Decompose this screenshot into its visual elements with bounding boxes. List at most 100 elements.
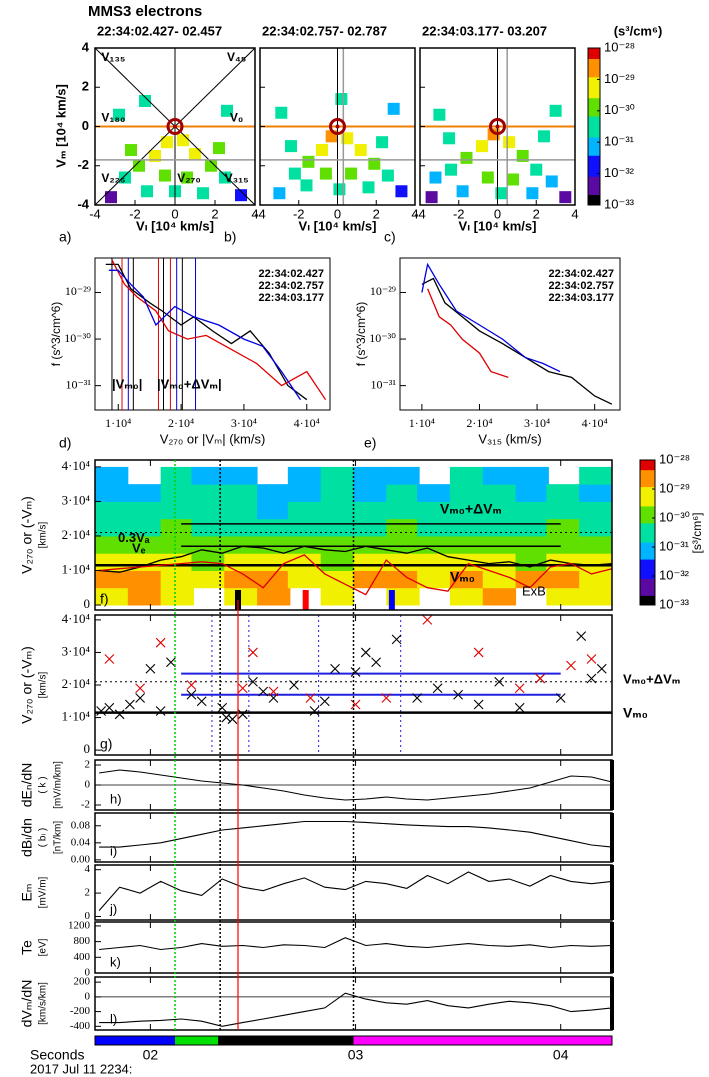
spectrogram-cell [449, 518, 484, 537]
spectrogram-cell [127, 484, 162, 502]
cross-marker [155, 637, 166, 648]
cross-marker [422, 614, 433, 625]
y-axis-label: Te [19, 940, 35, 955]
colorbar-cell [588, 68, 600, 73]
colorbar-cell [640, 532, 655, 536]
spectrogram-cell [417, 518, 451, 537]
colorbar-cell [640, 590, 655, 594]
cross-marker [514, 683, 525, 694]
spectrogram-cell [95, 518, 129, 537]
y-axis-label: [eV] [38, 938, 49, 956]
spectrogram-cell [449, 484, 484, 502]
spectrogram-cell [160, 535, 194, 554]
cross-marker [145, 663, 156, 674]
x-tick-label: 4·10⁴ [582, 416, 608, 430]
spectrogram-cell [482, 570, 517, 589]
colorbar-cell [640, 501, 655, 504]
spectrogram-cell [417, 484, 451, 502]
spectrum-frame [399, 257, 621, 411]
cross-marker [135, 683, 146, 694]
cross-marker [268, 686, 279, 697]
y-axis-label: ( bₗ ) [38, 828, 49, 847]
legend-entry: 22:34:02.427 [549, 268, 614, 280]
y-tick-label: 2 [85, 759, 91, 771]
y-axis-label: [nT/km] [53, 821, 64, 855]
y-tick-label: 800 [74, 935, 91, 947]
y-axis-label: ( k ) [38, 776, 49, 793]
x-axis-label: Vₗ [10⁴ km/s] [136, 218, 214, 233]
colorbar-cell [640, 464, 655, 468]
colorbar-cell [640, 460, 655, 463]
colorbar-label: 10⁻³⁰ [604, 102, 635, 117]
x-tick-label: 2 [533, 206, 540, 221]
series-line [99, 820, 613, 848]
x-tick-label: 0 [494, 206, 501, 221]
y-tick-label: 2 [82, 79, 89, 94]
cross-marker [586, 654, 597, 664]
y-tick-label: -2 [81, 799, 90, 811]
x-tick-label: 4 [411, 206, 418, 221]
map-cell [495, 187, 508, 200]
x-axis-label: Seconds [30, 1047, 84, 1063]
colorbar-cell [588, 134, 600, 138]
spectrogram-cell [224, 553, 258, 571]
spectrogram-cell [353, 501, 387, 520]
colorbar-cell [588, 116, 600, 120]
y-axis-label: [mV/m/km] [53, 761, 64, 809]
spectrogram-cell [449, 466, 484, 485]
colorbar-cell [588, 176, 600, 180]
spectrogram-cell [95, 535, 129, 554]
cross-marker [391, 634, 402, 645]
colorbar-cell [640, 602, 655, 606]
colorbar-cell [588, 82, 600, 86]
x-axis-label: V₃₁₅ (km/s) [478, 431, 541, 446]
map-cell [235, 189, 247, 202]
spectrogram-cell [160, 501, 194, 520]
colorbar-cell [588, 79, 600, 83]
spectrogram-cell [320, 484, 354, 502]
colorbar-cell [588, 113, 600, 117]
colorbar-cell [588, 55, 600, 59]
cross-marker [305, 693, 316, 703]
spectrogram-cell [546, 484, 580, 502]
map-cell [177, 134, 189, 147]
colorbar-cell [588, 92, 600, 96]
colorbar-cell [588, 136, 600, 141]
panel-label: d) [59, 435, 71, 451]
spectrum-line [421, 262, 561, 373]
colorbar-cell [588, 58, 600, 62]
spectrogram-cell [191, 484, 225, 502]
y-axis-label: [km/s/km] [38, 982, 49, 1025]
y-tick-label: 0 [85, 967, 91, 979]
spectrogram-cell [257, 518, 291, 537]
map-cell [530, 163, 543, 176]
colorbar-cell [640, 563, 655, 567]
spectrogram-cell [482, 518, 517, 537]
spectrogram-cell [449, 570, 484, 589]
colorbar-cell [640, 503, 655, 507]
panel-label: b) [224, 229, 236, 245]
y-axis-label: [mV/m] [38, 876, 49, 908]
y-tick-label: 10⁻²⁹ [370, 284, 396, 298]
cross-marker [473, 699, 484, 710]
spectrogram-cell [95, 570, 129, 589]
y-tick-label: 0.08 [71, 819, 91, 831]
spectrogram-cell [386, 535, 420, 554]
panel-time: 22:34:02.427- 02.457 [97, 23, 222, 38]
x-tick-label: -4 [414, 206, 426, 221]
colorbar-cell [588, 181, 600, 185]
colorbar-cell [640, 467, 655, 471]
x-axis-label: Vₗ [10⁴ km/s] [459, 218, 537, 233]
spectrogram-cell [160, 466, 194, 485]
cross-marker [360, 647, 371, 658]
cross-marker [258, 686, 269, 697]
colorbar-cell [640, 556, 655, 560]
spectrogram-cell [386, 518, 420, 537]
cross-marker [596, 663, 607, 674]
cross-marker [555, 693, 566, 703]
map-cell [526, 187, 539, 200]
colorbar-cell [640, 484, 655, 488]
map-cell [125, 144, 137, 157]
colorbar-label: 10⁻²⁹ [659, 480, 690, 495]
